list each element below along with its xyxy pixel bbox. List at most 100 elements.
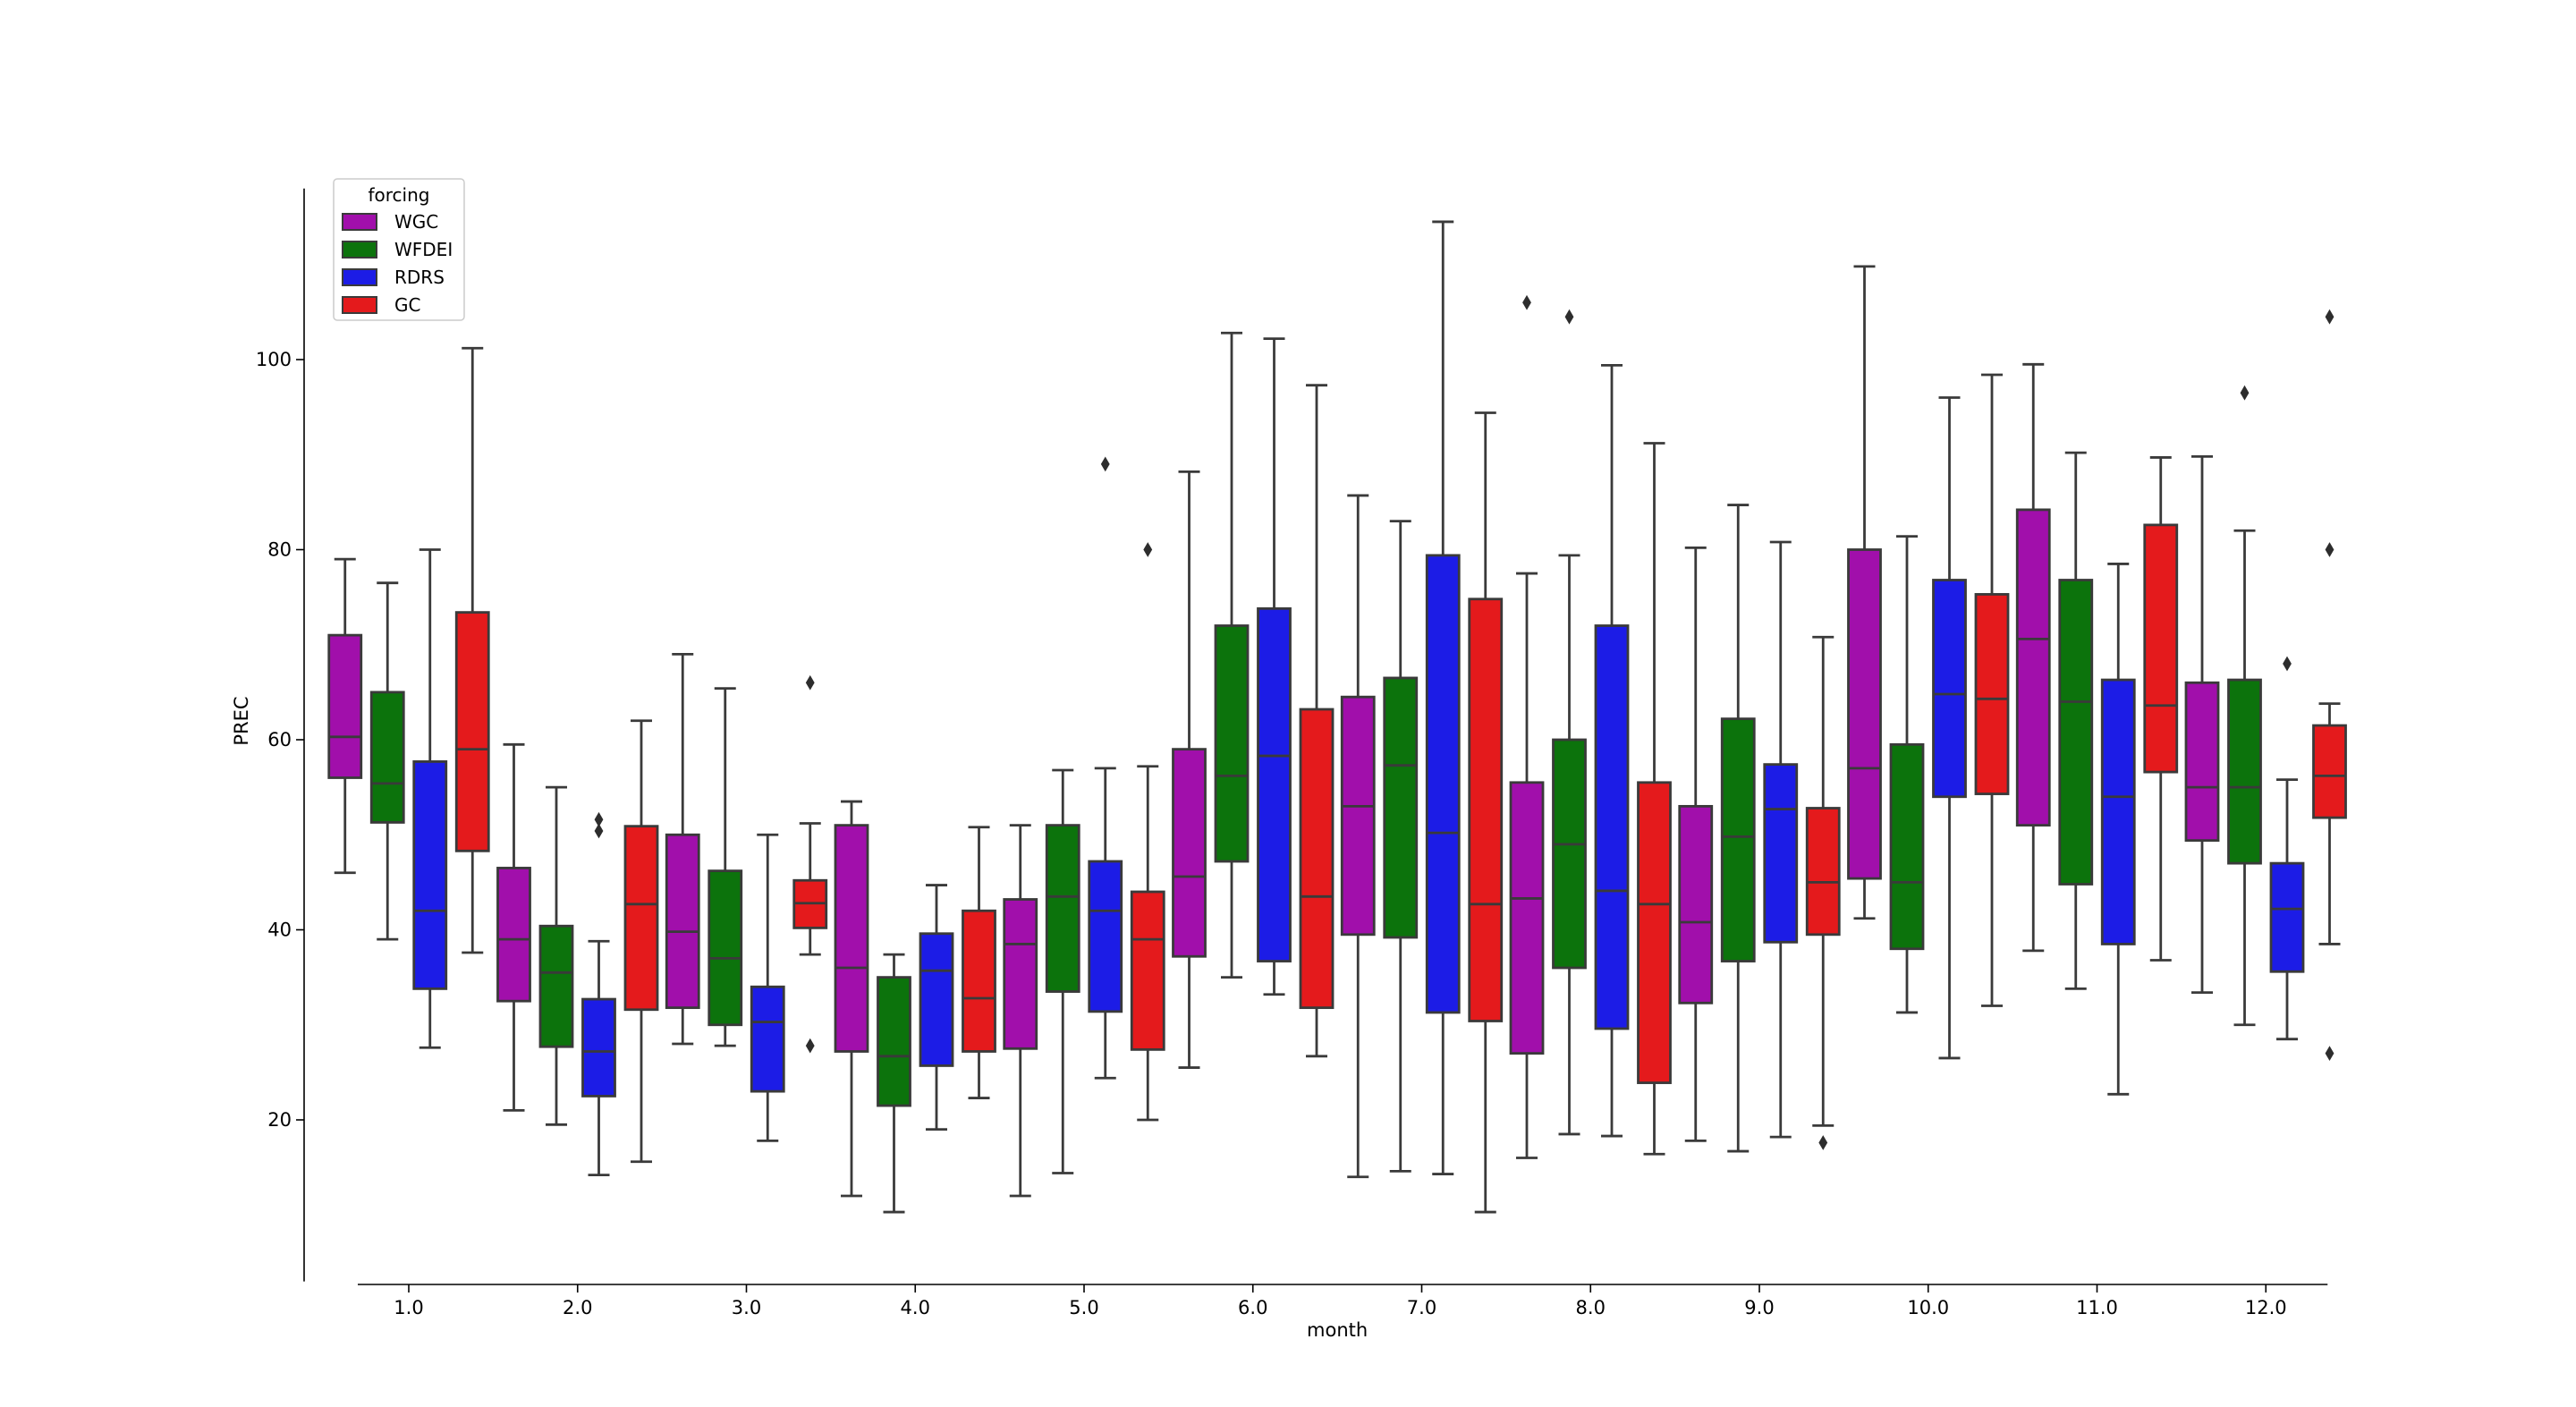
box-iqr <box>2184 681 2220 843</box>
x-tick-label: 7.0 <box>1407 1297 1436 1318</box>
box-iqr <box>750 985 785 1093</box>
box-iqr <box>1383 676 1419 939</box>
box-iqr <box>581 997 616 1098</box>
legend-item-wgc: WGC <box>342 211 438 233</box>
box-wgc-2.0 <box>496 742 531 1112</box>
box-wfdei-3.0 <box>708 687 743 1047</box>
box-iqr <box>1425 554 1461 1014</box>
box-iqr <box>2143 523 2179 774</box>
x-tick-label: 10.0 <box>1907 1297 1949 1318</box>
box-wgc-11.0 <box>2015 362 2051 953</box>
x-tick-label: 1.0 <box>394 1297 423 1318</box>
legend-item-rdrs: RDRS <box>342 267 445 288</box>
box-rdrs-8.0 <box>1594 363 1630 1138</box>
box-wgc-8.0 <box>1509 294 1545 1159</box>
outlier-point <box>805 1038 815 1054</box>
y-axis-label: PREC <box>231 696 252 745</box>
box-gc-6.0 <box>1299 384 1335 1058</box>
box-gc-7.0 <box>1468 411 1504 1214</box>
box-iqr <box>1003 898 1038 1050</box>
box-gc-11.0 <box>2143 456 2179 962</box>
outlier-point <box>1818 1135 1828 1150</box>
box-iqr <box>962 909 996 1053</box>
box-iqr <box>1763 763 1799 944</box>
legend-swatch <box>342 296 377 314</box>
box-gc-3.0 <box>792 674 828 1054</box>
box-rdrs-4.0 <box>919 884 954 1132</box>
box-rdrs-12.0 <box>2269 656 2305 1041</box>
x-tick-label: 5.0 <box>1069 1297 1098 1318</box>
box-wgc-10.0 <box>1847 265 1882 920</box>
box-iqr <box>1299 708 1335 1010</box>
box-wfdei-9.0 <box>1720 504 1756 1153</box>
box-iqr <box>454 611 490 852</box>
y-tick-label: 40 <box>267 920 292 941</box>
box-rdrs-2.0 <box>581 811 616 1177</box>
box-iqr <box>1847 548 1882 880</box>
box-gc-9.0 <box>1805 635 1841 1150</box>
legend-label: GC <box>394 294 420 316</box>
legend-label: WFDEI <box>394 239 453 260</box>
box-iqr <box>327 633 363 779</box>
box-iqr <box>2100 678 2136 945</box>
x-tick-label: 8.0 <box>1576 1297 1606 1318</box>
box-iqr <box>496 867 531 1003</box>
legend-swatch <box>342 213 377 231</box>
x-tick-label: 12.0 <box>2245 1297 2287 1318</box>
outlier-point <box>1143 542 1153 557</box>
box-gc-5.0 <box>1130 542 1165 1122</box>
x-tick-label: 11.0 <box>2076 1297 2118 1318</box>
box-iqr <box>1932 579 1967 799</box>
box-iqr <box>369 691 405 824</box>
y-tick-label: 80 <box>267 539 292 561</box>
box-iqr <box>1509 781 1545 1055</box>
box-iqr <box>877 976 911 1107</box>
box-iqr <box>919 932 954 1067</box>
box-iqr <box>1468 598 1504 1022</box>
box-iqr <box>412 760 448 990</box>
box-iqr <box>834 824 869 1053</box>
box-iqr <box>1257 606 1292 962</box>
box-gc-2.0 <box>623 719 659 1164</box>
box-gc-10.0 <box>1974 373 2010 1007</box>
legend-item-gc: GC <box>342 294 420 316</box>
box-iqr <box>2058 579 2094 886</box>
box-iqr <box>1130 890 1165 1051</box>
box-rdrs-5.0 <box>1088 456 1123 1080</box>
box-wfdei-2.0 <box>538 785 574 1126</box>
box-iqr <box>2312 724 2347 819</box>
box-rdrs-9.0 <box>1763 540 1799 1139</box>
box-iqr <box>1637 781 1672 1084</box>
box-gc-12.0 <box>2312 309 2347 1062</box>
box-wfdei-5.0 <box>1045 768 1080 1174</box>
box-wfdei-10.0 <box>1889 535 1925 1014</box>
outlier-point <box>594 823 604 839</box>
y-tick-label: 20 <box>267 1109 292 1131</box>
outlier-point <box>1522 294 1531 310</box>
legend-entries: WGC WFDEI RDRS GC <box>342 211 453 316</box>
box-iqr <box>623 825 659 1012</box>
box-iqr <box>1678 804 1714 1004</box>
box-wgc-9.0 <box>1678 546 1714 1142</box>
box-iqr <box>1720 717 1756 962</box>
x-tick-label: 2.0 <box>563 1297 592 1318</box>
box-wgc-4.0 <box>834 800 869 1198</box>
y-tick-label: 60 <box>267 729 292 750</box>
outlier-point <box>1100 456 1110 472</box>
box-wgc-12.0 <box>2184 454 2220 995</box>
box-iqr <box>2015 508 2051 827</box>
y-axis: 20 40 60 80 100 <box>256 188 305 1282</box>
outlier-point <box>2283 656 2292 672</box>
outlier-point <box>2325 1046 2334 1062</box>
box-iqr <box>665 833 700 1010</box>
legend-swatch <box>342 268 377 286</box>
box-rdrs-3.0 <box>750 833 785 1142</box>
x-tick-label: 9.0 <box>1744 1297 1774 1318</box>
box-gc-1.0 <box>454 346 490 954</box>
x-tick-label: 4.0 <box>901 1297 930 1318</box>
outlier-point <box>2240 385 2250 401</box>
x-tick-label: 6.0 <box>1238 1297 1267 1318</box>
box-iqr <box>708 869 743 1027</box>
